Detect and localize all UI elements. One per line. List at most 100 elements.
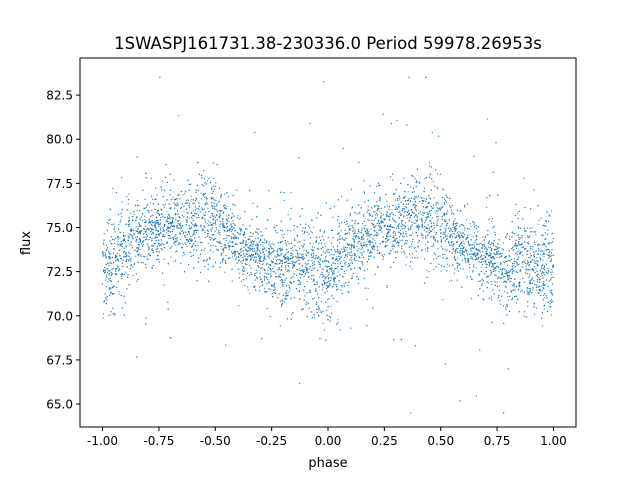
data-point bbox=[392, 235, 395, 237]
data-point bbox=[464, 227, 466, 229]
data-point bbox=[221, 223, 223, 225]
data-point bbox=[264, 291, 266, 293]
data-point bbox=[262, 249, 264, 251]
data-point bbox=[399, 232, 401, 234]
data-point bbox=[287, 269, 289, 271]
data-point bbox=[551, 249, 553, 251]
data-point bbox=[381, 254, 383, 256]
data-point bbox=[435, 257, 438, 259]
data-point bbox=[346, 269, 348, 271]
data-point bbox=[433, 258, 435, 260]
data-point bbox=[505, 271, 508, 273]
data-point bbox=[267, 266, 270, 268]
data-point bbox=[406, 214, 408, 217]
data-point bbox=[155, 229, 157, 231]
data-point bbox=[316, 308, 318, 310]
data-point bbox=[381, 220, 383, 222]
data-point bbox=[345, 255, 347, 257]
data-point bbox=[334, 263, 336, 265]
data-point bbox=[136, 217, 138, 219]
data-point bbox=[137, 232, 139, 234]
data-point bbox=[192, 210, 195, 212]
data-point bbox=[211, 238, 213, 240]
data-point bbox=[371, 248, 373, 250]
data-point bbox=[449, 227, 452, 229]
data-point bbox=[473, 232, 475, 234]
data-point bbox=[179, 238, 182, 240]
data-point bbox=[240, 254, 242, 256]
data-point bbox=[429, 212, 431, 215]
data-point bbox=[367, 248, 369, 250]
data-point bbox=[306, 271, 308, 273]
data-point bbox=[549, 256, 551, 258]
data-point bbox=[317, 261, 319, 263]
data-point bbox=[106, 222, 108, 224]
data-point bbox=[401, 248, 403, 250]
data-point bbox=[526, 242, 529, 244]
data-point bbox=[323, 231, 325, 233]
data-point bbox=[328, 251, 330, 253]
data-point bbox=[212, 218, 214, 220]
data-point bbox=[372, 225, 374, 227]
data-point bbox=[176, 237, 178, 239]
data-point bbox=[429, 174, 431, 176]
data-point bbox=[351, 277, 353, 279]
data-point bbox=[475, 225, 477, 227]
data-point bbox=[413, 247, 415, 249]
data-point bbox=[408, 220, 410, 222]
data-point bbox=[551, 252, 553, 254]
data-point bbox=[102, 242, 105, 244]
data-point bbox=[137, 228, 139, 230]
data-point bbox=[292, 257, 294, 259]
data-point bbox=[255, 269, 257, 271]
data-point bbox=[141, 243, 143, 245]
data-point bbox=[490, 270, 492, 272]
data-point bbox=[303, 257, 306, 259]
data-point bbox=[119, 243, 121, 245]
data-point bbox=[526, 293, 529, 295]
data-point bbox=[263, 254, 265, 256]
data-point bbox=[358, 212, 360, 214]
data-point bbox=[373, 230, 375, 232]
data-point bbox=[333, 297, 335, 299]
data-point bbox=[454, 226, 456, 228]
data-point bbox=[129, 223, 131, 225]
data-point bbox=[110, 272, 112, 274]
data-point bbox=[291, 253, 293, 255]
data-point bbox=[318, 263, 320, 265]
data-point bbox=[178, 219, 180, 222]
data-point bbox=[122, 234, 124, 236]
data-point bbox=[207, 230, 209, 232]
data-point bbox=[250, 245, 252, 247]
data-point bbox=[505, 281, 508, 283]
data-point bbox=[507, 296, 509, 298]
data-point bbox=[280, 220, 282, 222]
data-point bbox=[536, 281, 539, 283]
data-point bbox=[130, 212, 132, 214]
data-point bbox=[190, 200, 192, 202]
data-point bbox=[201, 229, 203, 231]
data-point bbox=[467, 243, 469, 245]
data-point bbox=[122, 265, 124, 267]
data-point bbox=[523, 315, 525, 317]
data-point bbox=[347, 254, 349, 256]
data-point bbox=[165, 176, 167, 178]
data-point bbox=[536, 253, 538, 255]
data-point bbox=[319, 310, 321, 312]
data-point bbox=[491, 264, 493, 266]
data-point bbox=[493, 293, 495, 295]
data-point bbox=[346, 249, 348, 251]
data-point bbox=[318, 308, 321, 310]
data-point bbox=[224, 204, 226, 207]
data-point bbox=[132, 229, 134, 231]
data-point bbox=[213, 202, 215, 204]
data-point bbox=[537, 277, 539, 279]
data-point bbox=[441, 216, 443, 218]
data-point bbox=[188, 227, 190, 230]
data-point bbox=[518, 250, 520, 252]
data-point bbox=[362, 223, 364, 225]
data-point bbox=[236, 189, 238, 191]
data-point bbox=[114, 242, 116, 245]
data-point bbox=[253, 257, 255, 259]
